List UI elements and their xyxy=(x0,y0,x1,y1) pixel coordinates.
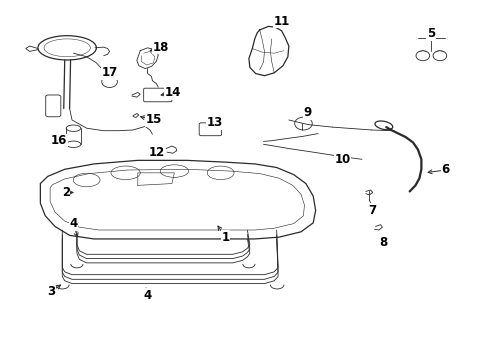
Text: 17: 17 xyxy=(101,66,118,79)
Text: 14: 14 xyxy=(165,86,181,99)
Text: 6: 6 xyxy=(441,163,450,176)
Text: 8: 8 xyxy=(380,236,388,249)
Text: 9: 9 xyxy=(303,106,312,120)
Text: 3: 3 xyxy=(47,285,55,298)
Text: 15: 15 xyxy=(145,113,162,126)
Text: 10: 10 xyxy=(334,153,350,166)
Text: 5: 5 xyxy=(427,27,435,40)
Text: 2: 2 xyxy=(62,186,70,199)
Text: 16: 16 xyxy=(50,134,67,147)
Text: 4: 4 xyxy=(144,288,152,302)
Text: 4: 4 xyxy=(70,217,77,230)
Text: 18: 18 xyxy=(153,41,170,54)
Text: 13: 13 xyxy=(207,116,223,129)
Text: 7: 7 xyxy=(368,204,377,217)
Text: 1: 1 xyxy=(221,231,230,244)
Text: 12: 12 xyxy=(148,146,165,159)
Text: 11: 11 xyxy=(273,14,290,27)
